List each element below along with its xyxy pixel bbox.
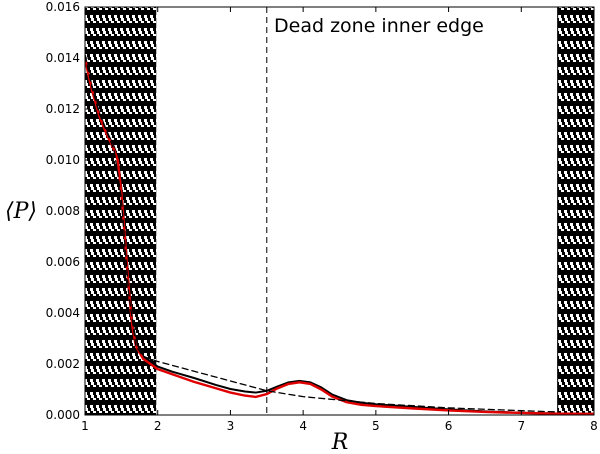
y-tick-label: 0.006: [46, 255, 80, 269]
hatched-region-2: [557, 7, 594, 415]
x-tick-label: 7: [517, 419, 525, 433]
x-axis-label: R: [331, 430, 349, 454]
y-tick-label: 0.000: [46, 408, 80, 422]
x-tick-label: 1: [81, 419, 89, 433]
series-line-1: [85, 54, 594, 415]
y-tick-label: 0.002: [46, 357, 80, 371]
series-lines: [85, 54, 594, 415]
shaded-regions: [84, 7, 594, 415]
y-tick-label: 0.016: [46, 0, 80, 14]
x-tick-label: 3: [227, 419, 235, 433]
y-tick-label: 0.004: [46, 306, 80, 320]
y-tick-label: 0.014: [46, 51, 80, 65]
annotation-dead-zone: Dead zone inner edge: [274, 15, 484, 37]
y-axis-label: ⟨P⟩: [5, 199, 37, 224]
axis-ticks: 1 2 3 4 5 6 7 8 0.000 0.002 0.004 0.006 0.008 0.010 0.…: [46, 0, 598, 433]
x-tick-label: 2: [154, 419, 162, 433]
x-tick-label: 4: [299, 419, 307, 433]
series-line-2: [85, 56, 594, 415]
y-tick-label: 0.010: [46, 153, 80, 167]
x-tick-label: 6: [445, 419, 453, 433]
series-line-3-dashed: [85, 54, 559, 413]
hatched-region-1: [85, 7, 157, 415]
plot-frame: [84, 6, 595, 416]
x-tick-label: 5: [372, 419, 380, 433]
y-tick-label: 0.008: [46, 204, 80, 218]
y-tick-label: 0.012: [46, 102, 80, 116]
x-tick-label: 8: [590, 419, 598, 433]
